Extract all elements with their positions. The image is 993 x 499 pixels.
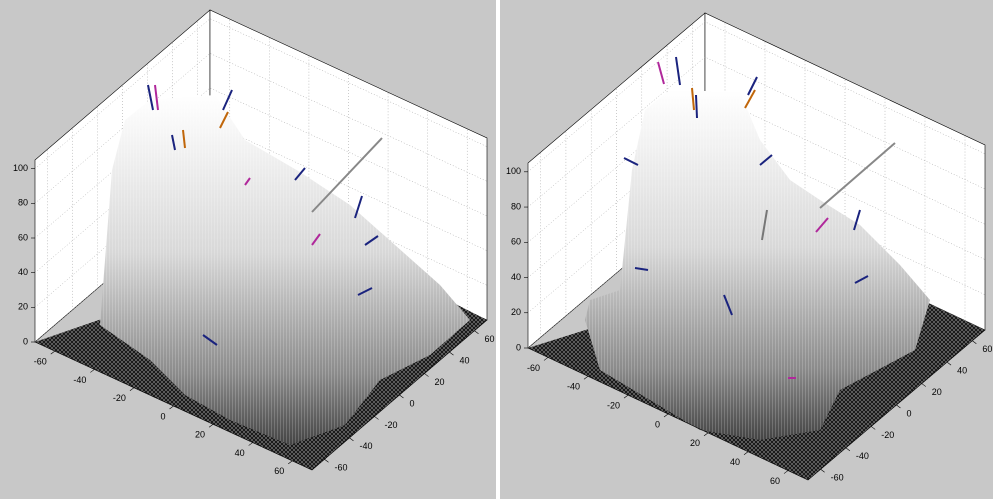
x-tick-label: 20 (195, 430, 205, 440)
x-tick-label: 60 (274, 466, 284, 476)
y-tick-label: 40 (460, 356, 470, 366)
z-tick-label: 40 (511, 272, 521, 282)
figure: 0 20 40 60 80 100 -60 -40 -20 0 20 40 60 -60 -40 -20 0 20… (0, 0, 993, 499)
z-tick-label: 60 (511, 237, 521, 247)
z-tick-label: 100 (506, 166, 521, 176)
y-tick-label: 60 (485, 334, 495, 344)
y-tick-label: -40 (360, 441, 373, 451)
z-tick-label: 20 (511, 307, 521, 317)
y-tick-label: 0 (410, 398, 415, 408)
x-tick-label: 60 (770, 476, 780, 486)
y-tick-label: -40 (856, 451, 869, 461)
y-tick-label: 40 (957, 366, 967, 376)
z-tick-label: 0 (516, 342, 521, 352)
z-tick-label: 80 (18, 198, 28, 208)
x-tick-label: -60 (34, 357, 47, 367)
x-tick-label: 0 (160, 411, 165, 421)
z-tick-label: 80 (511, 201, 521, 211)
z-tick-label: 60 (18, 232, 28, 242)
x-tick-label: -40 (73, 375, 86, 385)
x-tick-label: 40 (730, 457, 740, 467)
z-tick-label: 20 (18, 302, 28, 312)
page: {"chart_data": [ {"type": "surface", "xl… (0, 0, 993, 499)
y-tick-label: -60 (831, 473, 844, 483)
z-tick-label: 40 (18, 267, 28, 277)
x-tick-label: -60 (527, 363, 540, 373)
y-tick-label: -20 (881, 430, 894, 440)
x-tick-label: -40 (567, 382, 580, 392)
z-tick-label: 0 (23, 336, 28, 346)
z-tick-label: 100 (13, 163, 28, 173)
x-tick-label: 0 (655, 419, 660, 429)
x-tick-label: -20 (607, 401, 620, 411)
y-tick-label: 20 (435, 377, 445, 387)
y-tick-label: 20 (932, 387, 942, 397)
y-tick-label: -60 (335, 463, 348, 473)
x-tick-label: 20 (690, 438, 700, 448)
x-tick-label: 40 (235, 448, 245, 458)
y-tick-label: 0 (907, 408, 912, 418)
x-tick-label: -20 (113, 393, 126, 403)
y-tick-label: -20 (385, 420, 398, 430)
y-tick-label: 60 (982, 344, 992, 354)
